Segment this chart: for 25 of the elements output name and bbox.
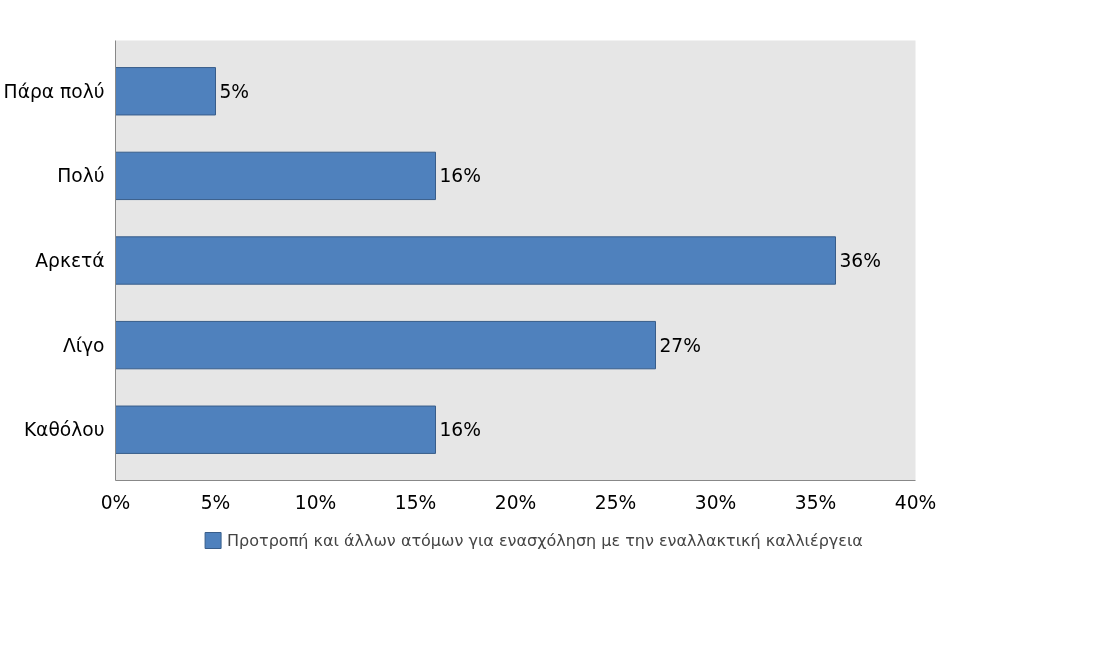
- bar: [115, 151, 436, 201]
- bar: [115, 67, 216, 116]
- data-label: 16%: [439, 165, 481, 187]
- y-tick-label: Πολύ: [57, 165, 105, 187]
- data-label: 5%: [219, 80, 250, 102]
- y-tick-label: Πάρα πολύ: [3, 80, 105, 102]
- bar: [115, 405, 436, 454]
- x-tick-label: 40%: [894, 491, 937, 513]
- x-tick-label: 0%: [100, 491, 131, 513]
- x-tick-label: 15%: [394, 491, 437, 513]
- x-tick-label: 5%: [200, 491, 231, 513]
- data-label: 36%: [839, 250, 881, 271]
- legend-label: Προτροπή και άλλων ατόμων για ενασχόληση με την εναλλακτική καλλιέργεια: [227, 530, 863, 550]
- x-tick-label: 20%: [494, 491, 537, 513]
- y-tick-label: Καθόλου: [23, 419, 105, 441]
- x-tick-label: 10%: [294, 491, 337, 513]
- x-tick-label: 25%: [594, 491, 637, 513]
- bar: [115, 236, 836, 285]
- data-label: 27%: [659, 334, 701, 356]
- bar: [115, 320, 656, 370]
- y-tick-label: Λίγο: [62, 334, 105, 356]
- x-tick-label: 35%: [794, 491, 837, 513]
- y-tick-label: Αρκετά: [35, 250, 105, 271]
- data-label: 16%: [439, 419, 481, 441]
- x-tick-label: 30%: [694, 491, 737, 513]
